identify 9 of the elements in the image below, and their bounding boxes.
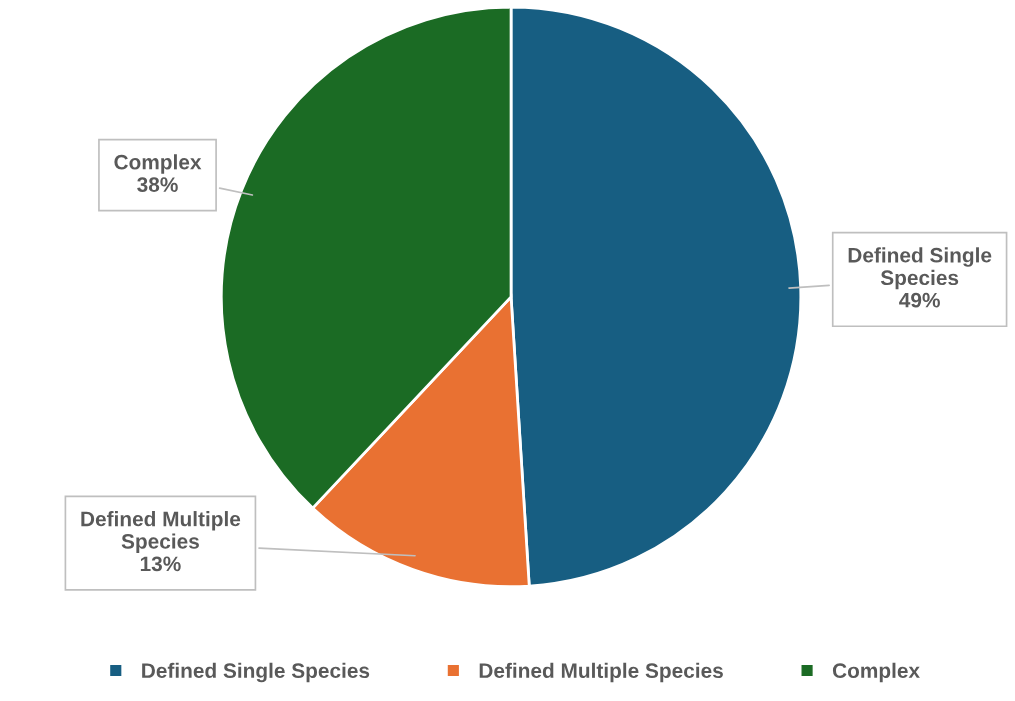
legend-label: Defined Single Species <box>142 662 370 683</box>
slice-label: Defined Single Species <box>848 247 992 290</box>
slice-label: Defined Multiple Species <box>81 511 241 553</box>
data-label: 49% <box>899 292 940 308</box>
legend-label: Defined Multiple Species <box>479 662 723 683</box>
data-label: 13% <box>140 556 181 572</box>
slice-label: Complex <box>114 154 202 174</box>
data-label: 38% <box>137 177 178 193</box>
legend-label: Complex <box>832 662 920 683</box>
